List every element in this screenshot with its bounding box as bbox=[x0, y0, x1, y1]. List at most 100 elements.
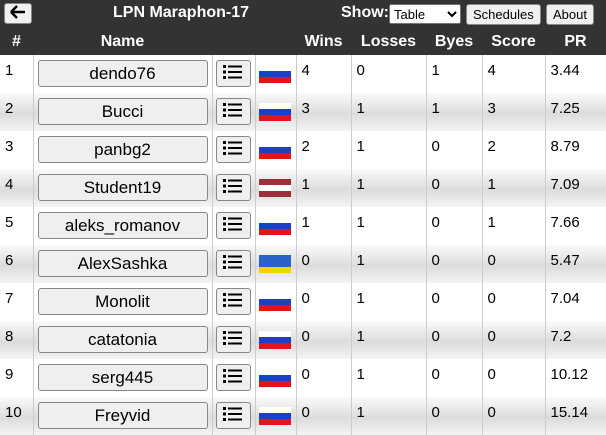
name-cell: Bucci bbox=[32, 93, 212, 131]
rank-cell: 7 bbox=[5, 290, 14, 307]
byes-cell: 0 bbox=[425, 283, 482, 321]
wins-cell: 1 bbox=[295, 169, 351, 207]
player-name-button[interactable]: aleks_romanov bbox=[37, 212, 208, 239]
player-name-button[interactable]: dendo76 bbox=[37, 60, 208, 87]
wins-cell: 0 bbox=[295, 321, 351, 359]
list-icon bbox=[223, 179, 242, 193]
view-select[interactable]: Table bbox=[389, 4, 461, 24]
country-flag bbox=[258, 369, 291, 387]
name-cell: Freyvid bbox=[32, 397, 212, 435]
wins-cell: 3 bbox=[295, 93, 351, 131]
details-button[interactable] bbox=[215, 60, 251, 87]
details-cell bbox=[211, 397, 255, 435]
losses-cell: 1 bbox=[350, 207, 426, 245]
player-name-button[interactable]: serg445 bbox=[37, 364, 208, 391]
details-button[interactable] bbox=[215, 136, 251, 163]
wins-cell: 0 bbox=[295, 283, 351, 321]
pr-cell: 5.47 bbox=[544, 245, 606, 283]
name-cell: panbg2 bbox=[32, 131, 212, 169]
table-row: 3 panbg2 2 1 0 2 8.79 bbox=[0, 131, 606, 169]
score-cell: 1 bbox=[481, 169, 545, 207]
player-name-button[interactable]: Freyvid bbox=[37, 402, 208, 429]
player-name-button[interactable]: Student19 bbox=[37, 174, 208, 201]
details-cell bbox=[211, 207, 255, 245]
losses-cell: 1 bbox=[350, 283, 426, 321]
table-row: 8 catatonia 0 1 0 0 7.2 bbox=[0, 321, 606, 359]
wins-cell: 1 bbox=[295, 207, 351, 245]
column-header-blank bbox=[255, 28, 296, 55]
column-header: # bbox=[0, 28, 33, 55]
country-flag bbox=[258, 141, 291, 159]
details-button[interactable] bbox=[215, 402, 251, 429]
standings-table: # Name Wins Losses Byes Score PR 1 dendo76 4 0 1 4 3… bbox=[0, 28, 606, 435]
details-button[interactable] bbox=[215, 326, 251, 353]
list-icon bbox=[223, 255, 242, 269]
back-arrow-icon bbox=[10, 5, 25, 19]
list-icon bbox=[223, 141, 242, 155]
pr-cell: 7.04 bbox=[544, 283, 606, 321]
flag-cell bbox=[254, 131, 296, 169]
country-flag bbox=[258, 103, 291, 121]
details-button[interactable] bbox=[215, 364, 251, 391]
wins-cell: 0 bbox=[295, 359, 351, 397]
flag-cell bbox=[254, 321, 296, 359]
flag-cell bbox=[254, 169, 296, 207]
score-cell: 0 bbox=[481, 321, 545, 359]
list-icon bbox=[223, 331, 242, 345]
back-button[interactable] bbox=[4, 3, 32, 24]
schedules-button[interactable]: Schedules bbox=[466, 4, 541, 25]
about-button[interactable]: About bbox=[546, 4, 594, 25]
details-button[interactable] bbox=[215, 212, 251, 239]
details-cell bbox=[211, 245, 255, 283]
rank-cell: 10 bbox=[0, 397, 33, 435]
player-name-button[interactable]: catatonia bbox=[37, 326, 208, 353]
name-cell: aleks_romanov bbox=[32, 207, 212, 245]
name-cell: catatonia bbox=[32, 321, 212, 359]
pr-cell: 8.79 bbox=[544, 131, 606, 169]
column-header: Name bbox=[33, 28, 212, 55]
losses-cell: 1 bbox=[350, 93, 426, 131]
losses-cell: 1 bbox=[350, 131, 426, 169]
list-icon bbox=[223, 407, 242, 421]
list-icon bbox=[223, 217, 242, 231]
header-row: # Name Wins Losses Byes Score PR bbox=[0, 28, 606, 55]
losses-cell: 1 bbox=[350, 359, 426, 397]
flag-cell bbox=[254, 207, 296, 245]
column-header: PR bbox=[545, 28, 606, 55]
country-flag bbox=[258, 217, 291, 235]
rank-cell: 3 bbox=[5, 138, 14, 155]
details-button[interactable] bbox=[215, 98, 251, 125]
name-cell: serg445 bbox=[32, 359, 212, 397]
flag-cell bbox=[254, 245, 296, 283]
score-cell: 0 bbox=[481, 245, 545, 283]
player-name-button[interactable]: panbg2 bbox=[37, 136, 208, 163]
table-row: 6 AlexSashka 0 1 0 0 5.47 bbox=[0, 245, 606, 283]
rank-cell: 1 bbox=[5, 62, 14, 79]
list-icon bbox=[223, 103, 242, 117]
table-row: 7 Monolit 0 1 0 0 7.04 bbox=[0, 283, 606, 321]
details-button[interactable] bbox=[215, 174, 251, 201]
byes-cell: 0 bbox=[425, 207, 482, 245]
column-header: Wins bbox=[296, 28, 351, 55]
list-icon bbox=[223, 369, 242, 383]
details-button[interactable] bbox=[215, 250, 251, 277]
rank-cell: 5 bbox=[5, 214, 14, 231]
details-button[interactable] bbox=[215, 288, 251, 315]
country-flag bbox=[258, 65, 291, 83]
pr-cell: 7.2 bbox=[544, 321, 606, 359]
country-flag bbox=[258, 331, 291, 349]
player-name-button[interactable]: Monolit bbox=[37, 288, 208, 315]
byes-cell: 0 bbox=[425, 131, 482, 169]
pr-cell: 7.66 bbox=[544, 207, 606, 245]
column-header-blank bbox=[212, 28, 255, 55]
list-icon bbox=[223, 65, 242, 79]
losses-cell: 1 bbox=[350, 245, 426, 283]
table-row: 5 aleks_romanov 1 1 0 1 7.66 bbox=[0, 207, 606, 245]
name-cell: dendo76 bbox=[32, 55, 212, 93]
details-cell bbox=[211, 93, 255, 131]
table-row: 10 Freyvid 0 1 0 0 15.14 bbox=[0, 397, 606, 435]
player-name-button[interactable]: Bucci bbox=[37, 98, 208, 125]
player-name-button[interactable]: AlexSashka bbox=[37, 250, 208, 277]
